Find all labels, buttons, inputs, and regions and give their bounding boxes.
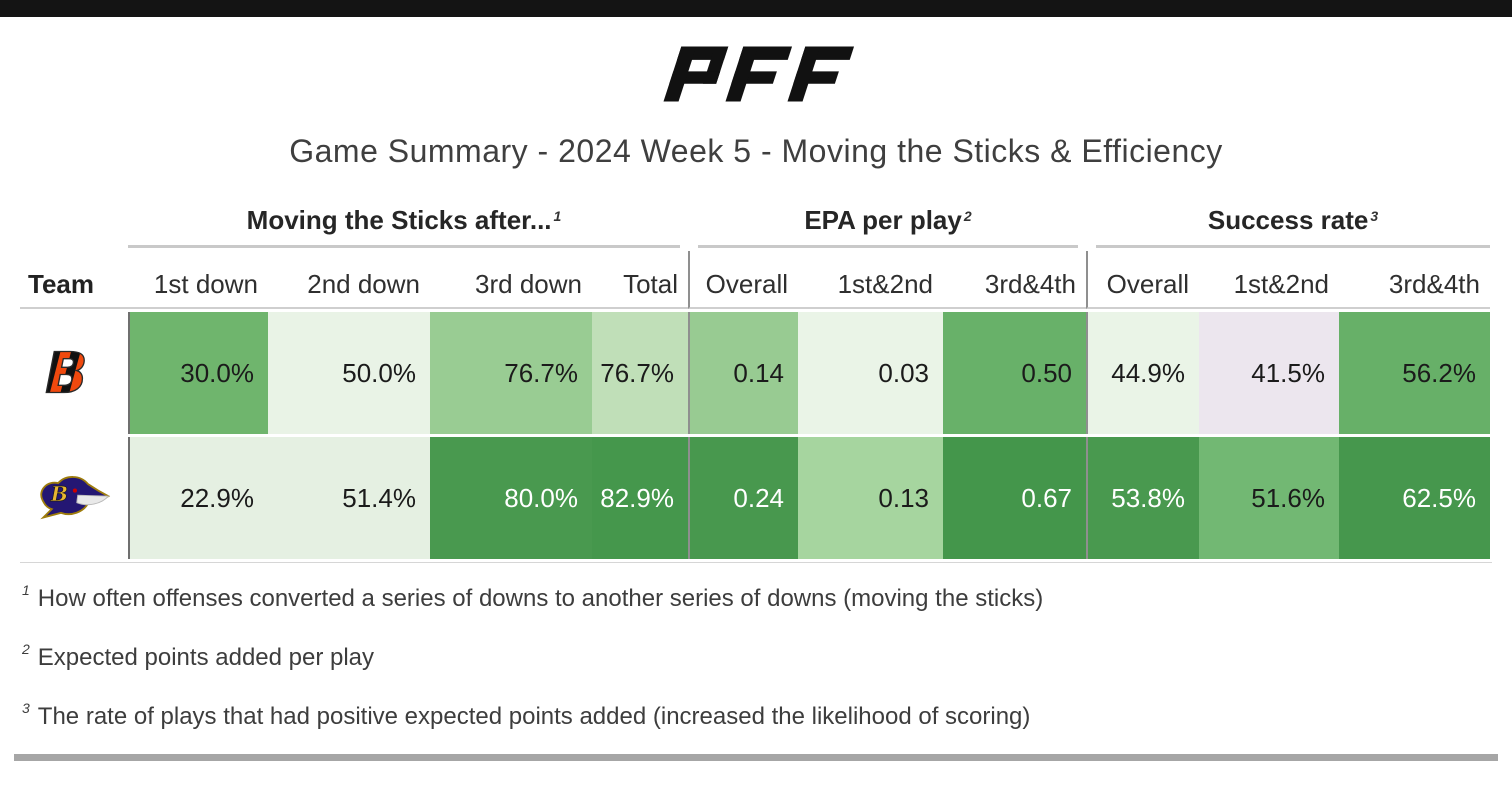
column-header-2nd-down: 2nd down bbox=[268, 251, 430, 309]
column-header-epa-1st2nd: 1st&2nd bbox=[798, 251, 943, 309]
footnote-3: 3 The rate of plays that had positive exp… bbox=[22, 695, 1492, 732]
footnote-marker: 1 bbox=[22, 582, 30, 598]
page-title: Game Summary - 2024 Week 5 - Moving the … bbox=[289, 133, 1223, 169]
footnote-marker: 3 bbox=[1370, 208, 1379, 224]
cell-mts-1st-down: 22.9% bbox=[128, 437, 268, 559]
top-black-bar bbox=[0, 0, 1512, 17]
footnote-1: 1 How often offenses converted a series o… bbox=[22, 577, 1492, 614]
footnote-2: 2 Expected points added per play bbox=[22, 636, 1492, 673]
column-header-3rd-down: 3rd down bbox=[430, 251, 592, 309]
cell-mts-total: 76.7% bbox=[592, 312, 688, 434]
footnote-marker: 2 bbox=[22, 641, 30, 657]
cell-mts-2nd-down: 50.0% bbox=[268, 312, 430, 434]
cell-epa-3rd4th: 0.67 bbox=[943, 437, 1086, 559]
footnote-marker: 3 bbox=[22, 700, 30, 716]
column-header-sr-1st2nd: 1st&2nd bbox=[1199, 251, 1339, 309]
cell-sr-overall: 53.8% bbox=[1086, 437, 1199, 559]
cell-epa-overall: 0.14 bbox=[688, 312, 798, 434]
footnote-text: Expected points added per play bbox=[37, 644, 375, 671]
table-bottom-divider bbox=[20, 562, 1492, 563]
column-header-team: Team bbox=[20, 251, 128, 309]
cell-mts-3rd-down: 80.0% bbox=[430, 437, 592, 559]
cell-sr-3rd4th: 56.2% bbox=[1339, 312, 1490, 434]
cell-epa-1st2nd: 0.13 bbox=[798, 437, 943, 559]
svg-text:B: B bbox=[50, 482, 68, 506]
column-header-epa-overall: Overall bbox=[688, 251, 798, 309]
cell-sr-1st2nd: 51.6% bbox=[1199, 437, 1339, 559]
cell-mts-total: 82.9% bbox=[592, 437, 688, 559]
summary-table: Moving the Sticks after... 1 EPA per play… bbox=[20, 196, 1492, 563]
group-header-success-rate: Success rate 3 bbox=[1096, 196, 1490, 248]
cell-sr-3rd4th: 62.5% bbox=[1339, 437, 1490, 559]
column-header-1st-down: 1st down bbox=[128, 251, 268, 309]
group-header-epa-per-play: EPA per play 2 bbox=[698, 196, 1078, 248]
group-label: Moving the Sticks after... bbox=[246, 205, 552, 235]
cell-mts-1st-down: 30.0% bbox=[128, 312, 268, 434]
footnote-marker: 2 bbox=[963, 208, 972, 224]
group-header-spacer bbox=[20, 196, 128, 248]
cell-epa-overall: 0.24 bbox=[688, 437, 798, 559]
group-label: Success rate bbox=[1207, 205, 1369, 235]
cell-mts-3rd-down: 76.7% bbox=[430, 312, 592, 434]
bengals-logo-icon: B B bbox=[44, 346, 88, 400]
group-label: EPA per play bbox=[804, 205, 962, 235]
team-row-ravens: B bbox=[20, 437, 128, 559]
ravens-logo-icon: B bbox=[40, 476, 111, 520]
pff-logo bbox=[0, 43, 1512, 105]
team-row-bengals: B B bbox=[20, 312, 128, 434]
column-header-epa-3rd4th: 3rd&4th bbox=[943, 251, 1086, 309]
footnotes: 1 How often offenses converted a series o… bbox=[22, 577, 1492, 732]
group-header-moving-the-sticks: Moving the Sticks after... 1 bbox=[128, 196, 680, 248]
cell-epa-3rd4th: 0.50 bbox=[943, 312, 1086, 434]
cell-mts-2nd-down: 51.4% bbox=[268, 437, 430, 559]
cell-sr-overall: 44.9% bbox=[1086, 312, 1199, 434]
column-header-total: Total bbox=[592, 251, 688, 309]
footnote-marker: 1 bbox=[553, 208, 562, 224]
column-header-sr-overall: Overall bbox=[1086, 251, 1199, 309]
cell-epa-1st2nd: 0.03 bbox=[798, 312, 943, 434]
footnote-text: How often offenses converted a series of… bbox=[37, 585, 1044, 612]
svg-text:B: B bbox=[45, 346, 88, 400]
bottom-gray-bar bbox=[14, 754, 1498, 761]
footnote-text: The rate of plays that had positive expe… bbox=[37, 703, 1031, 730]
cell-sr-1st2nd: 41.5% bbox=[1199, 312, 1339, 434]
pff-logo-icon bbox=[663, 46, 855, 102]
column-header-sr-3rd4th: 3rd&4th bbox=[1339, 251, 1490, 309]
